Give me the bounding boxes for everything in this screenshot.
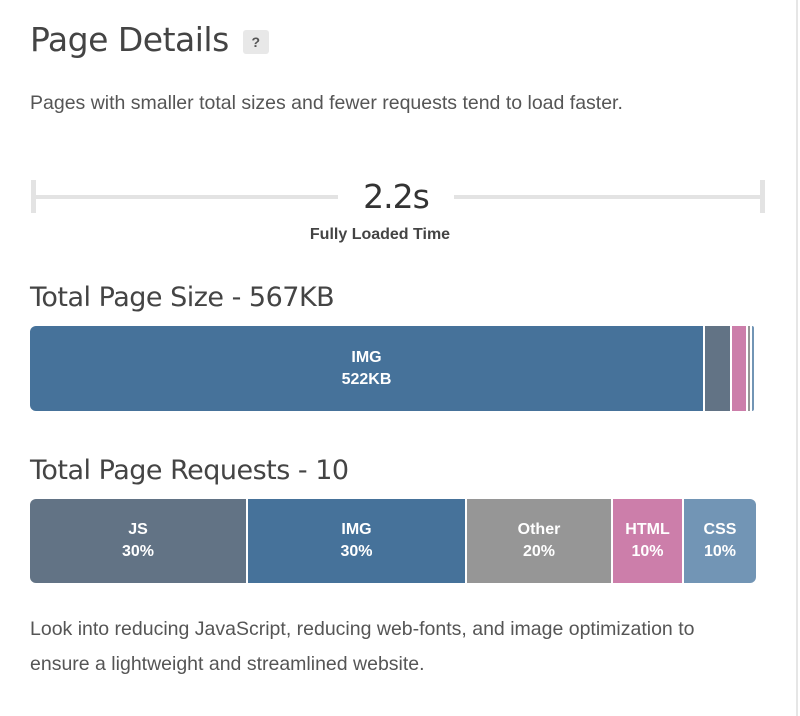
segment-value: 522KB	[341, 370, 392, 388]
segment-type: CSS	[703, 521, 737, 538]
recommendation-text: Look into reducing JavaScript, reducing …	[30, 618, 695, 675]
page-requests-bar: JS 30% IMG 30% Other 20% HTML 10% CSS 10…	[30, 499, 756, 583]
segment-value: 30%	[121, 543, 155, 560]
requests-segment-js[interactable]: JS 30%	[30, 499, 246, 583]
panel-right-border	[796, 0, 798, 716]
timeline-end-tick	[760, 180, 765, 213]
timeline-line-left	[33, 195, 338, 199]
segment-type: Other	[517, 521, 561, 538]
fully-loaded-value: 2.2s	[363, 177, 430, 216]
requests-segment-html[interactable]: HTML 10%	[613, 499, 682, 583]
segment-type: HTML	[625, 521, 670, 538]
size-segment-css[interactable]	[752, 326, 754, 411]
segment-value: 20%	[522, 543, 556, 560]
page-requests-title: Total Page Requests - 10	[30, 455, 349, 486]
timeline-line-right	[454, 195, 762, 199]
segment-type: IMG	[351, 348, 382, 366]
segment-value: 30%	[340, 543, 373, 560]
segment-type: JS	[128, 521, 148, 538]
segment-value: 10%	[631, 543, 664, 560]
segment-type: IMG	[341, 521, 372, 538]
intro-text: Pages with smaller total sizes and fewer…	[30, 92, 623, 114]
page-title: Page Details	[30, 20, 229, 59]
fully-loaded-label: Fully Loaded Time	[309, 226, 451, 243]
fully-loaded-timeline: 2.2s	[30, 177, 765, 216]
size-segment-html[interactable]	[732, 326, 746, 411]
header: Page Details ?	[30, 20, 269, 59]
page-size-bar: IMG 522KB	[30, 326, 756, 411]
requests-segment-css[interactable]: CSS 10%	[684, 499, 756, 583]
segment-value: 10%	[703, 543, 737, 560]
page-size-title: Total Page Size - 567KB	[30, 282, 335, 313]
help-icon[interactable]: ?	[242, 29, 269, 54]
requests-segment-img[interactable]: IMG 30%	[248, 499, 465, 583]
requests-segment-other[interactable]: Other 20%	[467, 499, 611, 583]
size-segment-img[interactable]: IMG 522KB	[30, 326, 703, 411]
size-segment-other[interactable]	[748, 326, 750, 411]
size-segment-js[interactable]	[705, 326, 730, 411]
